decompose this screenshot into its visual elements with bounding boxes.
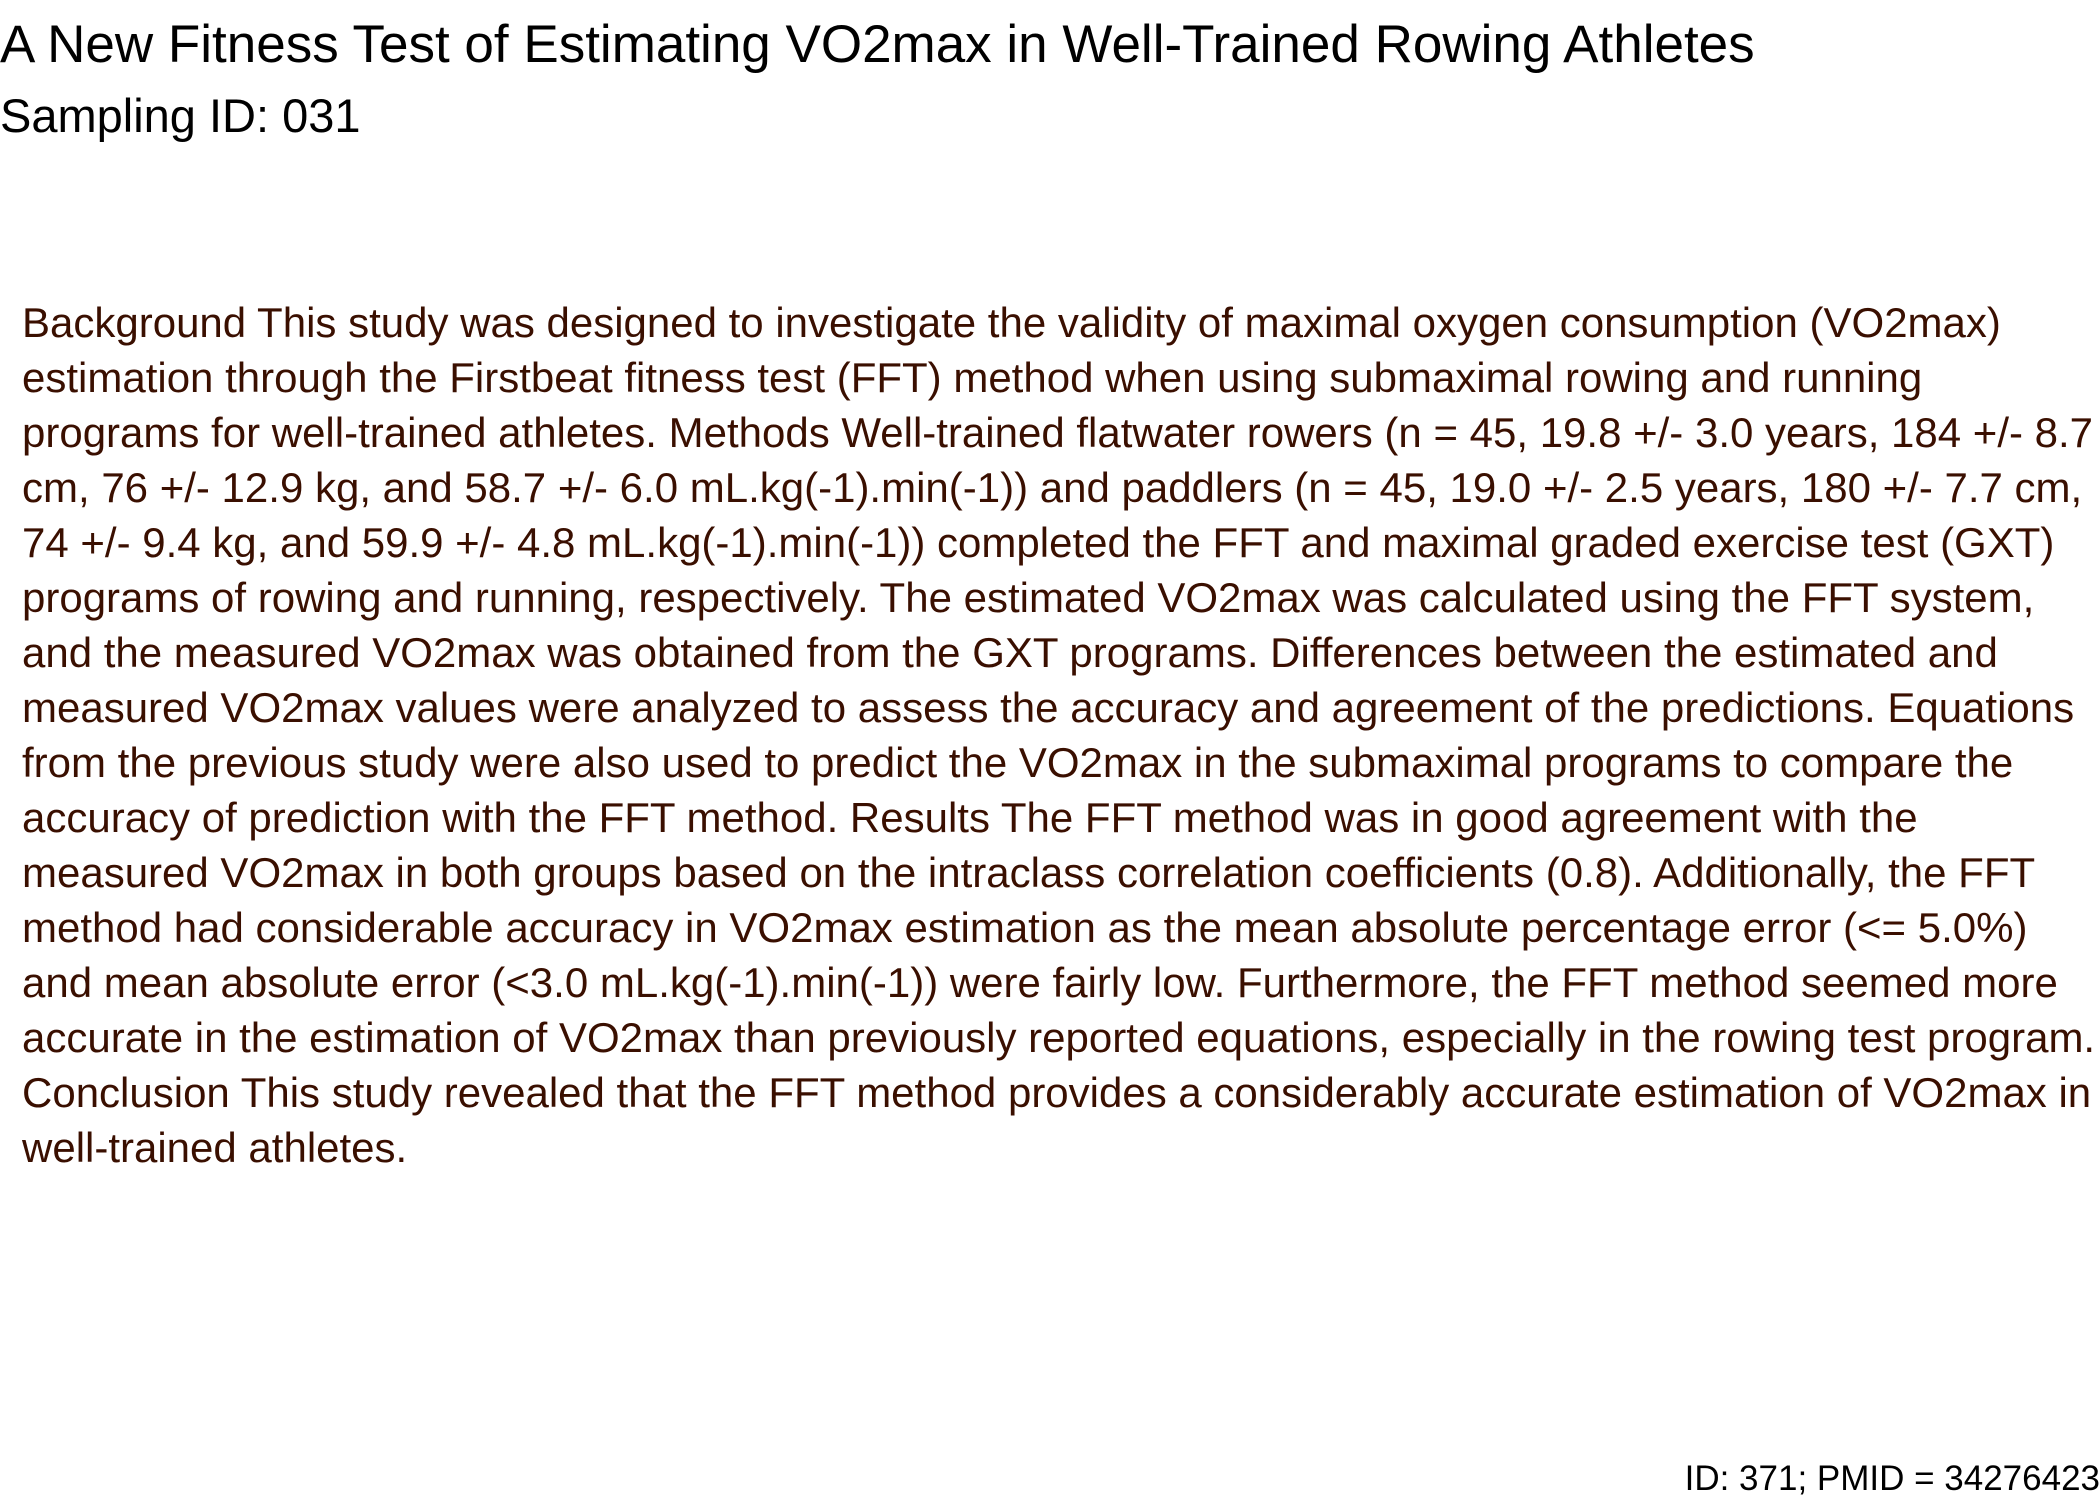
abstract-text: Background This study was designed to in… [22,299,2096,1171]
document-title: A New Fitness Test of Estimating VO2max … [0,15,1755,74]
sampling-id: Sampling ID: 031 [0,89,361,142]
footer-id: ID: 371; PMID = 34276423 [1684,1459,2100,1498]
